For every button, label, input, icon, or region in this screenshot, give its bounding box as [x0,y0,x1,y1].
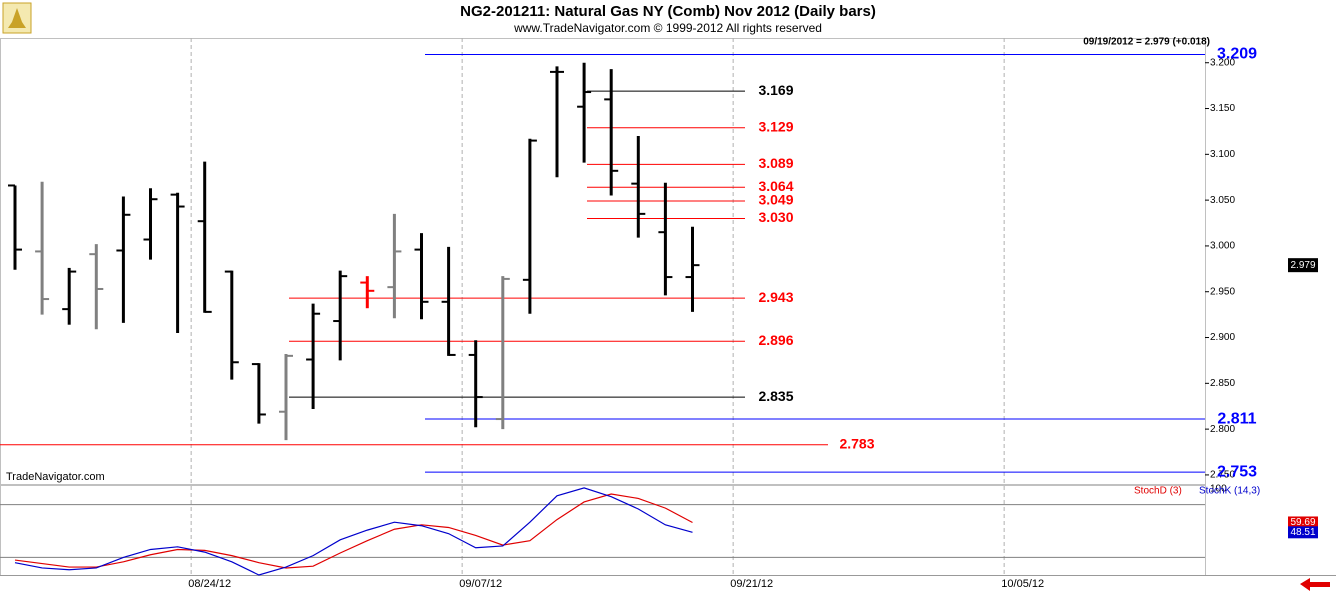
level-label: 3.169 [758,82,793,98]
x-tick-label: 09/07/12 [459,578,502,590]
scroll-arrow[interactable] [1298,577,1332,592]
chart-title: NG2-201211: Natural Gas NY (Comb) Nov 20… [460,3,876,20]
value-box [1288,516,1318,529]
level-label: 2.783 [839,435,874,451]
y-tick-label: 2.850 [1210,378,1235,389]
price-pane [0,38,1206,485]
level-label: 2.835 [758,388,793,404]
x-tick-label: 10/05/12 [1001,578,1044,590]
indicator-line [14,493,693,569]
value-box [1288,526,1318,539]
last-price-info: 09/19/2012 = 2.979 (+0.018) [1083,37,1210,48]
y-tick-label: 2.750 [1210,470,1235,481]
watermark: TradeNavigator.com [6,471,105,483]
last-price-box [1288,258,1318,273]
level-label: 2.896 [758,332,793,348]
scroll-arrow-shape [1300,578,1330,591]
level-label: 2.943 [758,289,793,305]
legend-label: StochK (14,3) [1199,486,1260,497]
chart-subtitle: www.TradeNavigator.com © 1999-2012 All r… [513,21,822,35]
level-label: 3.209 [1217,46,1257,63]
level-label: 3.064 [758,178,793,194]
last-price-label: 2.979 [1290,260,1315,271]
x-tick-label: 09/21/12 [730,578,773,590]
y-tick-label: 3.050 [1210,195,1235,206]
y-tick-label: 2.950 [1210,286,1235,297]
y-tick-label: 3.100 [1210,149,1235,160]
level-label: 2.811 [1217,410,1256,427]
y-tick-label: 2.900 [1210,332,1235,343]
value-box-label: 59.69 [1290,517,1315,528]
value-box-label: 48.51 [1290,527,1315,538]
level-label: 2.753 [1217,463,1257,480]
level-label: 3.089 [758,155,793,171]
y-tick-label: 2.800 [1210,424,1235,435]
x-tick-label: 08/24/12 [188,578,231,590]
logo [2,2,32,34]
legend-label: StochD (3) [1134,486,1182,497]
indicator-line [14,487,693,576]
y-tick-label: 100 [1210,484,1227,495]
y-tick-label: 3.200 [1210,57,1235,68]
level-label: 3.030 [758,209,793,225]
logo-shape [8,8,26,28]
y-tick-label: 3.150 [1210,103,1235,114]
level-label: 3.129 [758,118,793,134]
level-label: 3.049 [758,192,793,208]
y-tick-label: 3.000 [1210,241,1235,252]
